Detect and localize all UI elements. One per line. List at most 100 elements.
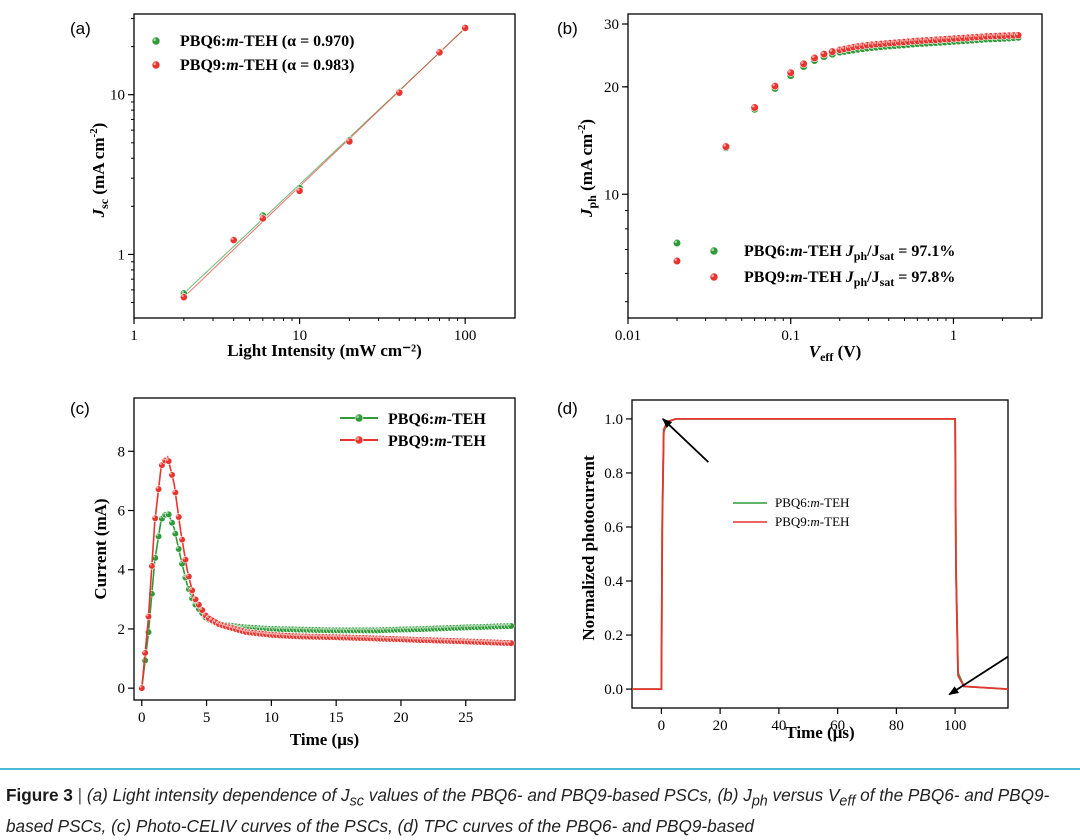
point-highlight: [364, 627, 367, 631]
point-highlight: [394, 627, 397, 630]
point-highlight: [152, 515, 156, 519]
y-tick-label: 10: [110, 88, 125, 104]
point-highlight: [317, 627, 320, 630]
point-highlight: [396, 90, 400, 93]
point-highlight: [411, 626, 414, 630]
legend-text-italic: m: [790, 269, 802, 286]
point-highlight: [468, 624, 471, 628]
x-tick-label: 15: [329, 710, 344, 726]
point-highlight: [196, 602, 199, 605]
point-highlight: [253, 625, 256, 628]
x-axis-label: Time (μs): [290, 730, 359, 749]
point-highlight: [481, 624, 485, 627]
point-highlight: [488, 624, 491, 627]
point-highlight: [260, 215, 263, 219]
point-highlight: [860, 43, 863, 46]
point-highlight: [788, 70, 791, 73]
point-highlight: [956, 35, 959, 39]
point-highlight: [381, 627, 384, 630]
point-highlight: [478, 639, 481, 642]
caption-sub-3: eff: [839, 793, 856, 810]
y-label-sup: -2: [576, 124, 588, 134]
data-point: [507, 639, 515, 647]
point-highlight: [461, 625, 464, 628]
legend-ratio-sub: sat: [880, 275, 895, 289]
y-label-end: ): [577, 119, 596, 125]
data-point: [819, 50, 829, 59]
point-highlight: [159, 516, 162, 519]
point-highlight: [169, 520, 172, 523]
point-highlight: [374, 636, 377, 639]
point-highlight: [438, 638, 441, 641]
caption-sub-1: sc: [349, 793, 364, 810]
point-highlight: [465, 624, 468, 628]
legend-marker: [151, 36, 161, 46]
point-highlight: [960, 35, 964, 38]
point-highlight: [431, 626, 434, 629]
point-highlight: [428, 626, 431, 629]
annotation-arrow: [662, 418, 709, 463]
point-highlight: [139, 685, 142, 689]
point-highlight: [297, 633, 300, 637]
point-highlight: [270, 626, 273, 629]
point-highlight: [508, 623, 511, 626]
legend-value: = 97.1%: [894, 243, 955, 260]
point-highlight: [280, 633, 283, 636]
point-highlight: [451, 625, 454, 628]
point-highlight: [226, 624, 229, 628]
legend-text: PBQ6:: [180, 33, 226, 50]
caption-text-2: values of the PBQ6- and PBQ9-based PSCs,…: [363, 785, 752, 805]
point-highlight: [1001, 33, 1005, 36]
caption-divider: [0, 768, 1080, 770]
point-highlight: [142, 650, 145, 653]
point-highlight: [424, 637, 428, 641]
y-label-sub: ph: [585, 195, 599, 209]
point-highlight: [340, 627, 344, 631]
panel-b: 0.01 0.1 1 10 20 30 (b) Veff (V) Jph (mA cm-2) PB…: [557, 13, 1043, 364]
data-point: [165, 510, 173, 518]
point-highlight: [186, 574, 189, 577]
point-highlight: [287, 626, 290, 630]
data-point: [148, 562, 156, 570]
x-axis-label: Light Intensity (mW cm⁻²): [227, 341, 422, 360]
point-highlight: [751, 104, 755, 108]
point-highlight: [256, 625, 260, 629]
point-highlight: [300, 634, 303, 637]
point-highlight: [465, 638, 468, 642]
data-point: [295, 186, 304, 195]
point-highlight: [811, 55, 815, 58]
point-highlight: [153, 38, 157, 42]
caption-text-3: versus V: [767, 785, 840, 805]
point-highlight: [203, 613, 206, 616]
point-highlight: [501, 640, 505, 643]
point-highlight: [273, 626, 276, 629]
point-highlight: [471, 624, 475, 628]
x-tick-label: 0: [658, 718, 666, 734]
data-point: [141, 649, 149, 657]
data-point: [175, 513, 183, 521]
x-tick-label: 80: [889, 718, 904, 734]
point-highlight: [313, 627, 317, 630]
point-highlight: [330, 627, 334, 631]
point-highlight: [189, 587, 192, 591]
point-highlight: [243, 625, 246, 628]
point-highlight: [354, 627, 357, 631]
y-tick-label: 6: [118, 504, 126, 520]
point-highlight: [344, 627, 347, 631]
panel-d: 0 20 40 60 80 100 0.0 0.2 0.4 0.6 0.8 1.0 (d) Time (μ…: [557, 399, 1009, 742]
series-line: [632, 418, 1009, 690]
point-highlight: [149, 563, 152, 566]
point-highlight: [209, 617, 213, 621]
point-highlight: [404, 637, 407, 640]
point-highlight: [263, 626, 266, 629]
point-highlight: [901, 39, 904, 43]
annotation-arrow: [948, 655, 1009, 696]
legend-label: PBQ9:m-TEH: [775, 514, 849, 529]
plot-frame: [133, 397, 516, 701]
point-highlight: [186, 586, 189, 589]
point-highlight: [182, 557, 186, 560]
y-tick-label: 1.0: [604, 412, 623, 428]
point-highlight: [421, 626, 424, 629]
point-highlight: [458, 638, 461, 642]
